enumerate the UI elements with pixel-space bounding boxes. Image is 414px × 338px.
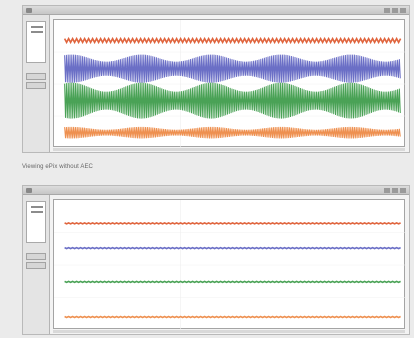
channel-panel xyxy=(23,195,50,334)
list-item[interactable] xyxy=(31,31,43,33)
channel-list[interactable] xyxy=(26,201,46,243)
signal-trace-2 xyxy=(64,246,401,250)
list-item[interactable] xyxy=(31,211,43,213)
maximize-button[interactable] xyxy=(392,187,398,193)
channel-list[interactable] xyxy=(26,21,46,63)
signal-trace-3 xyxy=(64,280,401,284)
figure-caption: Viewing ePix without AEC xyxy=(22,164,93,170)
channel-panel xyxy=(23,15,50,152)
signal-trace-1 xyxy=(64,222,401,225)
signal-trace-1 xyxy=(63,36,402,45)
scope-window-clean xyxy=(22,185,410,335)
scope-window-noisy xyxy=(22,5,410,153)
close-button[interactable] xyxy=(400,187,406,193)
panel-button[interactable] xyxy=(26,73,46,80)
scope-plot-svg xyxy=(54,200,406,330)
app-icon xyxy=(26,7,32,13)
minimize-button[interactable] xyxy=(384,7,390,13)
horizontal-scrollbar[interactable] xyxy=(53,330,405,333)
maximize-button[interactable] xyxy=(392,7,398,13)
signal-trace-4 xyxy=(64,126,401,139)
panel-button[interactable] xyxy=(26,253,46,260)
panel-button[interactable] xyxy=(26,82,46,89)
list-item[interactable] xyxy=(31,206,43,208)
scope-plot-svg xyxy=(54,20,406,148)
minimize-button[interactable] xyxy=(384,187,390,193)
title-bar xyxy=(23,6,409,15)
signal-trace-2 xyxy=(64,54,401,83)
scope-plot-clean xyxy=(53,199,406,330)
scope-plot-noisy xyxy=(53,19,406,148)
signal-trace-3 xyxy=(64,82,401,119)
title-bar xyxy=(23,186,409,195)
panel-button[interactable] xyxy=(26,262,46,269)
signal-trace-4 xyxy=(64,315,401,319)
list-item[interactable] xyxy=(31,26,43,28)
horizontal-scrollbar[interactable] xyxy=(53,148,405,151)
app-icon xyxy=(26,187,32,193)
close-button[interactable] xyxy=(400,7,406,13)
